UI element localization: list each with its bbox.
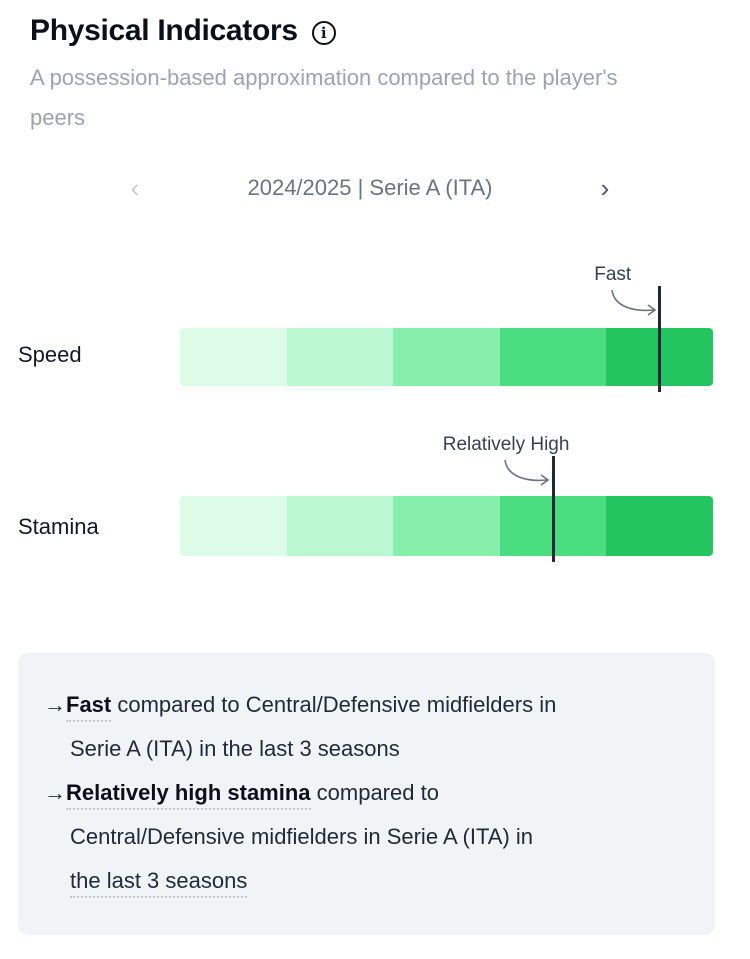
summary-item-2-text: compared to (310, 780, 439, 805)
season-label[interactable]: 2024/2025 | Serie A (ITA) (247, 175, 493, 200)
bar-segment-3 (393, 328, 500, 386)
summary-item-2-line-2: Central/Defensive midfielders in Serie A… (70, 815, 533, 859)
bar-segment-4 (499, 328, 607, 386)
summary-item-1-continuation: Serie A (ITA) in the last 3 seasons (70, 736, 400, 761)
stamina-metric: Stamina Relatively High (0, 428, 750, 568)
arrow-right-icon: → (44, 692, 66, 717)
info-icon[interactable]: i (311, 21, 336, 45)
metric-label-speed: Speed (18, 342, 82, 367)
summary-item-2-line-1: →Relatively high stamina compared to (44, 771, 439, 815)
bar-segment-1 (180, 496, 287, 556)
bar-segment-1 (180, 328, 287, 386)
summary-item-2-line-3: the last 3 seasons (70, 859, 248, 903)
bar-segment-2 (286, 328, 394, 386)
summary-item-2-continuation-2: the last 3 seasons (70, 868, 248, 898)
title-row: Physical Indicators i (30, 14, 720, 48)
stamina-pointer-arrow (504, 459, 550, 486)
physical-indicators-header: Physical Indicators i A possession-based… (30, 14, 720, 138)
speed-level-label: Fast (594, 264, 632, 285)
bar-segment-5 (606, 496, 713, 556)
speed-marker (658, 286, 662, 392)
bar-segment-3 (393, 496, 500, 556)
summary-item-1-bold: Fast (66, 692, 112, 722)
summary-item-1-text: compared to Central/Defensive midfielder… (111, 692, 557, 717)
summary-item-1-line-2: Serie A (ITA) in the last 3 seasons (70, 727, 400, 771)
bar-segment-2 (286, 496, 394, 556)
summary-item-2-bold: Relatively high stamina (66, 780, 311, 810)
metric-label-stamina: Stamina (18, 514, 99, 539)
stamina-marker (551, 456, 555, 562)
speed-bar (180, 328, 713, 386)
stamina-level-label: Relatively High (442, 434, 570, 455)
summary-item-1-line-1: →Fast compared to Central/Defensive midf… (44, 683, 556, 727)
summary-item-2-continuation: Central/Defensive midfielders in Serie A… (70, 824, 533, 849)
section-title: Physical Indicators (30, 14, 298, 47)
speed-metric: Speed Fast (0, 258, 750, 398)
section-subtitle: A possession-based approximation compare… (30, 65, 618, 130)
speed-pointer-arrow (610, 289, 657, 316)
summary-box: →Fast compared to Central/Defensive midf… (18, 653, 715, 935)
stamina-bar (180, 496, 713, 556)
arrow-right-icon: → (44, 780, 66, 805)
chevron-left-icon[interactable]: ‹ (130, 172, 140, 203)
chevron-right-icon[interactable]: › (600, 172, 610, 203)
season-selector: ‹ 2024/2025 | Serie A (ITA) › (120, 168, 620, 208)
